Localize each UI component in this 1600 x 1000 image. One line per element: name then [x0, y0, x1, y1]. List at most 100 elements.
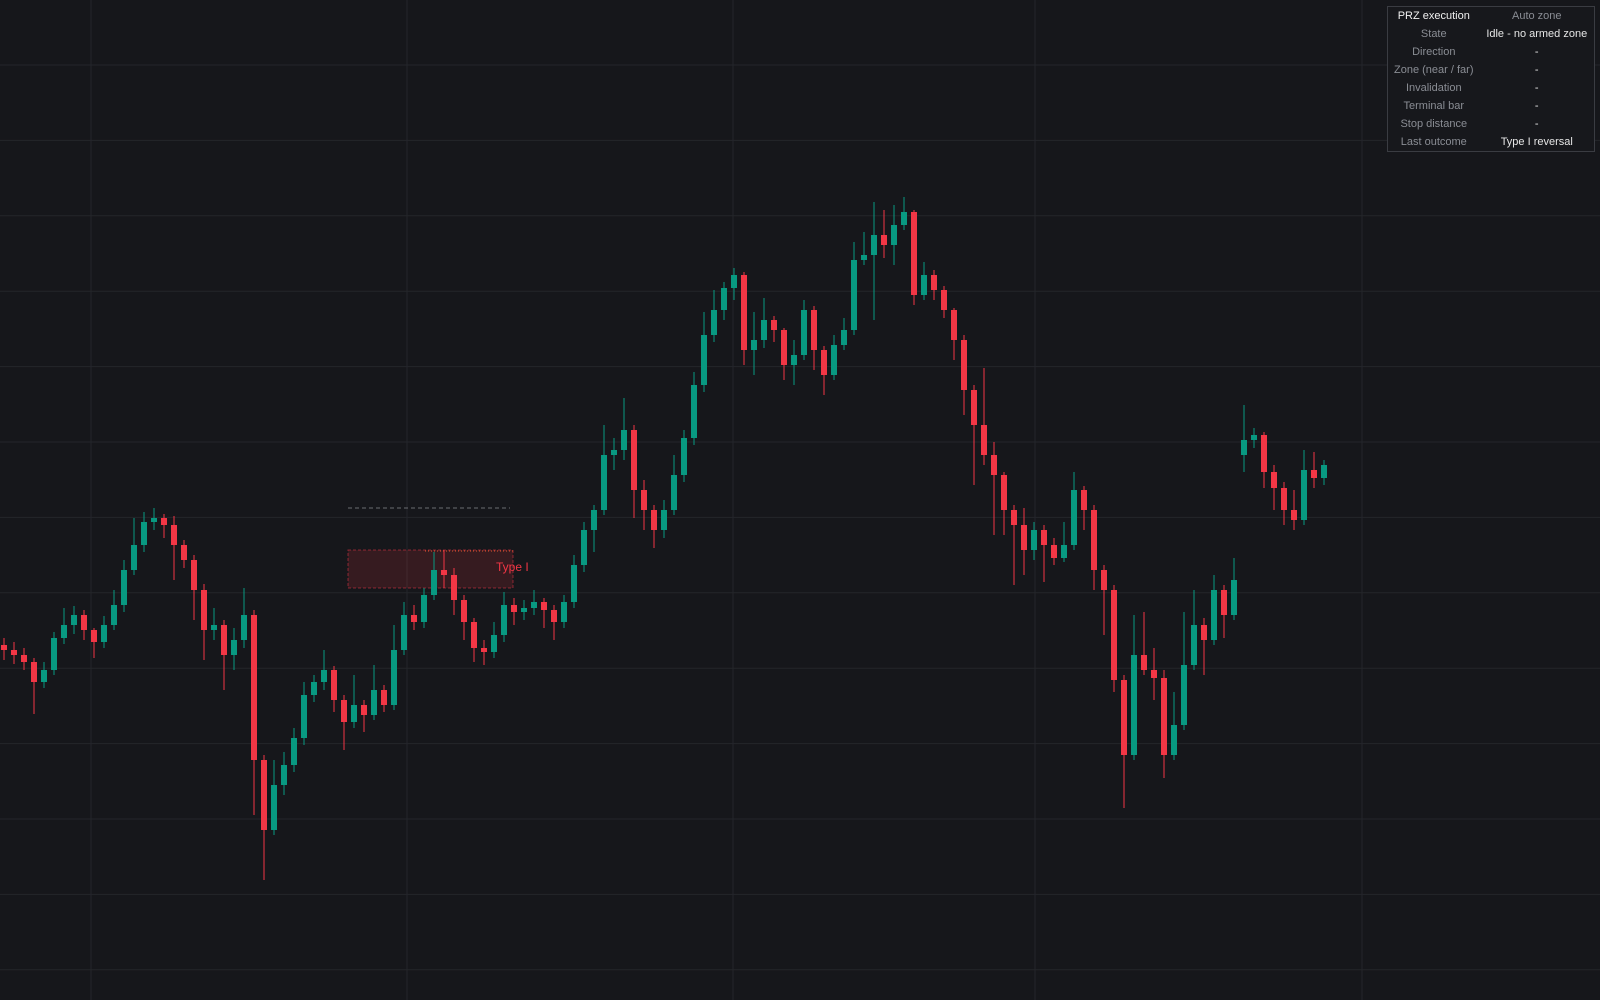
- candle-body: [581, 530, 587, 565]
- candle-body: [871, 235, 877, 255]
- candle-body: [1221, 590, 1227, 615]
- candle-body: [561, 602, 567, 622]
- candle-body: [431, 570, 437, 595]
- candle-body: [811, 310, 817, 350]
- candle-body: [511, 605, 517, 612]
- candle-body: [1161, 678, 1167, 755]
- candle-body: [41, 670, 47, 682]
- candle-body: [1071, 490, 1077, 545]
- candle-body: [391, 650, 397, 705]
- candle-body: [1241, 440, 1247, 455]
- candle-body: [971, 390, 977, 425]
- candle-body: [661, 510, 667, 530]
- candle-body: [311, 682, 317, 695]
- status-value: -: [1534, 46, 1539, 58]
- candle-body: [1201, 625, 1207, 640]
- candle-body: [241, 615, 247, 640]
- candle-body: [1141, 655, 1147, 670]
- candle-body: [1001, 475, 1007, 510]
- candle-body: [421, 595, 427, 622]
- status-value: -: [1534, 118, 1539, 130]
- status-row: Zone (near / far) -: [1388, 61, 1594, 79]
- candle-body: [281, 765, 287, 785]
- zone-label: Type I: [496, 560, 529, 574]
- candle-body: [641, 490, 647, 510]
- candle-body: [31, 662, 37, 682]
- candle-body: [931, 275, 937, 290]
- candle-body: [631, 430, 637, 490]
- candle-body: [1021, 525, 1027, 550]
- status-key: Stop distance: [1400, 118, 1468, 130]
- candle-body: [681, 438, 687, 475]
- candle-body: [111, 605, 117, 625]
- candle-body: [741, 275, 747, 350]
- candle-body: [271, 785, 277, 830]
- candle-body: [171, 525, 177, 545]
- candle-body: [1271, 472, 1277, 488]
- candle-body: [61, 625, 67, 638]
- status-table: PRZ execution Auto zone State Idle - no a…: [1388, 7, 1594, 151]
- candle-body: [711, 310, 717, 335]
- candle-body: [1231, 580, 1237, 615]
- candle-body: [1291, 510, 1297, 520]
- candle-body: [1131, 655, 1137, 755]
- status-key: State: [1420, 28, 1447, 40]
- candle-body: [611, 450, 617, 455]
- candle-body: [161, 518, 167, 525]
- status-key: Terminal bar: [1403, 100, 1465, 112]
- candle-body: [671, 475, 677, 510]
- candle-body: [541, 602, 547, 610]
- status-row: Terminal bar -: [1388, 97, 1594, 115]
- candle-body: [921, 275, 927, 295]
- candle-body: [1081, 490, 1087, 510]
- candle-body: [191, 560, 197, 590]
- candle-body: [551, 610, 557, 622]
- candle-body: [761, 320, 767, 340]
- candle-body: [351, 705, 357, 722]
- candle-body: [981, 425, 987, 455]
- status-body: PRZ execution Auto zone State Idle - no a…: [1388, 7, 1594, 151]
- candle-body: [991, 455, 997, 475]
- candle-body: [1191, 625, 1197, 665]
- candle-body: [361, 705, 367, 715]
- candle-body: [1041, 530, 1047, 545]
- candle-body: [791, 355, 797, 365]
- candle-body: [411, 615, 417, 622]
- candle-body: [1051, 545, 1057, 558]
- candle-body: [71, 615, 77, 625]
- status-value: -: [1534, 82, 1539, 94]
- candle-body: [221, 625, 227, 655]
- status-row: Stop distance -: [1388, 115, 1594, 133]
- candle-body: [1251, 435, 1257, 440]
- status-row: Direction -: [1388, 43, 1594, 61]
- zone: [347, 549, 514, 589]
- candle-body: [1, 645, 7, 650]
- candle-body: [781, 330, 787, 365]
- candle-body: [1061, 545, 1067, 558]
- candle-body: [461, 600, 467, 622]
- candle-body: [1101, 570, 1107, 590]
- candle-body: [1171, 725, 1177, 755]
- candle-body: [91, 630, 97, 642]
- candle-body: [331, 670, 337, 700]
- candle-body: [1091, 510, 1097, 570]
- candle-body: [831, 345, 837, 375]
- candle-body: [571, 565, 577, 602]
- candle-body: [211, 625, 217, 630]
- header-cell: Auto zone: [1511, 10, 1562, 22]
- candle-body: [701, 335, 707, 385]
- candle-body: [141, 522, 147, 545]
- candle-body: [1281, 488, 1287, 510]
- candle-body: [941, 290, 947, 310]
- candle-body: [381, 690, 387, 705]
- candle-body: [201, 590, 207, 630]
- candle-body: [1261, 435, 1267, 472]
- candle-body: [1301, 470, 1307, 520]
- candle-body: [851, 260, 857, 330]
- candle-body: [501, 605, 507, 635]
- candle-body: [181, 545, 187, 560]
- candle-body: [901, 212, 907, 225]
- candle-body: [911, 212, 917, 295]
